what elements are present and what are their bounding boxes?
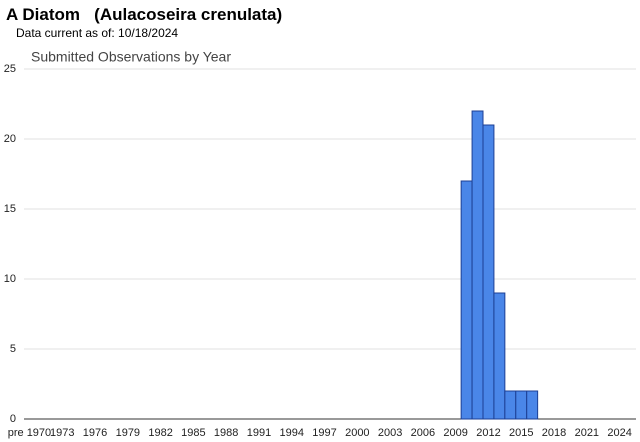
x-tick-label: 2000	[345, 427, 369, 439]
x-tick-label: 1979	[116, 427, 140, 439]
y-tick-label: 20	[4, 133, 16, 145]
x-tick-label: 2021	[575, 427, 599, 439]
bar	[515, 390, 528, 420]
y-tick-label: 25	[4, 63, 16, 75]
x-tick-label: 1991	[247, 427, 271, 439]
x-tick-label: 1997	[312, 427, 336, 439]
bar	[460, 180, 473, 420]
bar	[482, 124, 495, 420]
y-tick-label: 10	[4, 273, 16, 285]
x-tick-label: 1985	[181, 427, 205, 439]
page-subtitle: Data current as of: 10/18/2024	[16, 26, 179, 40]
x-tick-label: 1988	[214, 427, 238, 439]
x-tick-label: 2024	[607, 427, 631, 439]
x-tick-label: 2015	[509, 427, 533, 439]
x-tick-label: 1994	[280, 427, 304, 439]
x-tick-label: 2012	[476, 427, 500, 439]
chart-title: Submitted Observations by Year	[31, 49, 231, 65]
x-tick-label: 1973	[50, 427, 74, 439]
x-tick-label: 2003	[378, 427, 402, 439]
x-tick-label: 1982	[148, 427, 172, 439]
x-tick-label: 2006	[411, 427, 435, 439]
x-tick-label: 2018	[542, 427, 566, 439]
y-tick-label: 15	[4, 203, 16, 215]
x-tick-label: pre 1970	[8, 427, 51, 439]
y-tick-label: 5	[10, 343, 16, 355]
x-tick-label: 1976	[83, 427, 107, 439]
bar	[493, 292, 506, 420]
bar	[471, 110, 484, 420]
y-tick-label: 0	[10, 413, 16, 425]
bar	[526, 390, 539, 420]
bar	[504, 390, 517, 420]
page-title: A Diatom (Aulacoseira crenulata)	[6, 5, 283, 24]
x-tick-label: 2009	[443, 427, 467, 439]
